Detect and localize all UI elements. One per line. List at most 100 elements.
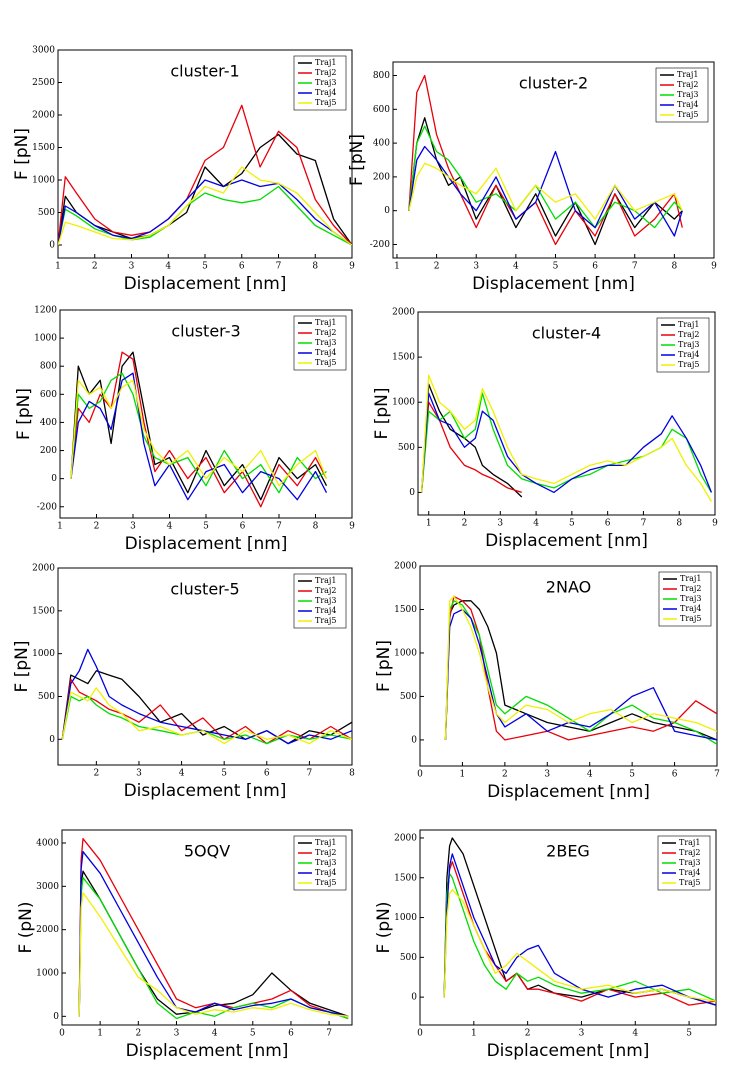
x-tick-label: 5 [569,519,575,529]
trajectory-line [408,117,683,246]
x-tick-label: 2 [135,1029,141,1039]
chart-title: 2NAO [546,578,591,597]
y-tick-label: 1500 [394,605,417,615]
y-tick-label: 0 [384,206,390,216]
panel: 0 1 2 3 4 5 6 70500100015002000Traj1Traj2Traj3T… [374,562,720,803]
x-tick-label: 0 [59,1029,65,1039]
legend-label: Traj1 [315,838,337,847]
trajectory-line [61,687,352,745]
x-axis-label: Displacement [nm] [124,274,287,294]
x-tick-label: 6 [605,519,611,529]
legend-label: Traj5 [677,110,699,119]
x-tick-label: 2 [525,1029,531,1039]
y-tick-label: 0 [49,735,55,745]
x-tick-label: 3 [473,262,479,272]
x-tick-label: 2 [92,262,98,272]
x-axis-label: Displacement [nm] [472,274,635,294]
chart-title: cluster-3 [171,322,240,341]
x-tick-label: 6 [264,769,270,779]
trajectory-line [78,870,349,1017]
panel: 1 2 3 4 5 6 7 8 9050010001500200025003000Traj1Tr… [12,46,355,295]
y-tick-label: 1000 [36,969,59,979]
panel: 2 3 4 5 6 7 80500100015002000Traj1Traj2Traj3Tr… [12,564,355,802]
y-axis-label: F [pN] [347,134,367,186]
y-axis-label: F [pN] [374,640,394,692]
x-tick-label: 3 [497,519,503,529]
trajectory-line [78,851,349,1017]
chart-title: cluster-1 [170,62,239,81]
y-tick-label: 500 [400,692,417,702]
trajectory-line [61,648,352,745]
plot-frame [57,567,353,766]
x-tick-label: 7 [641,519,647,529]
x-tick-label: 6 [240,522,246,532]
x-tick-label: 1 [394,262,400,272]
y-tick-label: 1500 [32,606,55,616]
x-tick-label: 6 [592,262,598,272]
y-tick-label: 1200 [34,306,57,316]
y-axis-label: F (pN) [374,902,394,954]
x-tick-label: 0 [417,1029,423,1039]
x-tick-label: 5 [629,770,635,780]
legend-label: Traj4 [315,88,337,97]
trajectory-line [70,379,328,487]
trajectory-line [408,162,683,220]
x-tick-label: 1 [97,1029,103,1039]
legend-label: Traj1 [678,320,700,329]
trajectory-line [58,104,352,246]
legend-label: Traj2 [315,848,337,857]
x-tick-label: 3 [174,1029,180,1039]
trajectory-line [78,838,349,1020]
y-axis-label: F [pN] [372,388,392,440]
y-tick-label: 1000 [394,648,417,658]
panel: 1 2 3 4 5 6 7 8 9 0 500 1000 1500 2000 Traj1Traj2Traj3… [372,308,718,552]
x-tick-label: 2 [93,769,99,779]
x-tick-label: 8 [313,522,319,532]
legend-label: Traj2 [315,586,337,595]
y-axis-label: F (pN) [16,902,36,954]
legend-label: Traj5 [678,360,700,369]
legend-label: Traj3 [315,596,337,605]
trajectory-line [70,351,328,501]
legend-label: Traj4 [677,100,699,109]
x-tick-label: 6 [672,770,678,780]
x-axis-label: Displacement [nm] [487,1041,650,1061]
legend-label: Traj3 [677,90,699,99]
legend-label: Traj1 [315,318,337,327]
y-tick-label: 4000 [36,839,59,849]
trajectory-line [444,595,717,740]
x-tick-label: 1 [471,1029,477,1039]
x-tick-label: 7 [276,522,282,532]
trajectory-line [443,889,716,1002]
x-axis-label: Displacement [nm] [487,782,650,802]
legend-label: Traj2 [680,584,702,593]
legend-label: Traj2 [678,330,700,339]
legend-label: Traj5 [680,614,702,623]
y-tick-label: 800 [373,71,390,81]
x-tick-label: 7 [632,262,638,272]
y-tick-label: 1500 [32,143,55,153]
legend-label: Traj5 [315,98,337,107]
trajectory-line [70,351,328,508]
y-tick-label: 2000 [394,562,417,572]
y-tick-label: 1500 [392,353,415,363]
x-tick-label: 8 [312,262,318,272]
legend-label: Traj5 [315,878,337,887]
x-tick-label: 4 [587,770,593,780]
trajectory-line [420,392,712,493]
plot-frame [419,829,717,1026]
x-tick-label: 0 [417,770,423,780]
y-tick-label: 600 [373,105,390,115]
y-tick-label: 3000 [32,46,55,56]
trajectory-line [444,600,717,745]
x-tick-label: 6 [288,1029,294,1039]
x-tick-label: 8 [672,262,678,272]
chart-title: cluster-5 [170,580,239,599]
trajectory-line [61,695,352,745]
x-tick-label: 5 [250,1029,256,1039]
legend-label: Traj2 [315,68,337,77]
y-axis-label: F [pN] [12,128,32,180]
